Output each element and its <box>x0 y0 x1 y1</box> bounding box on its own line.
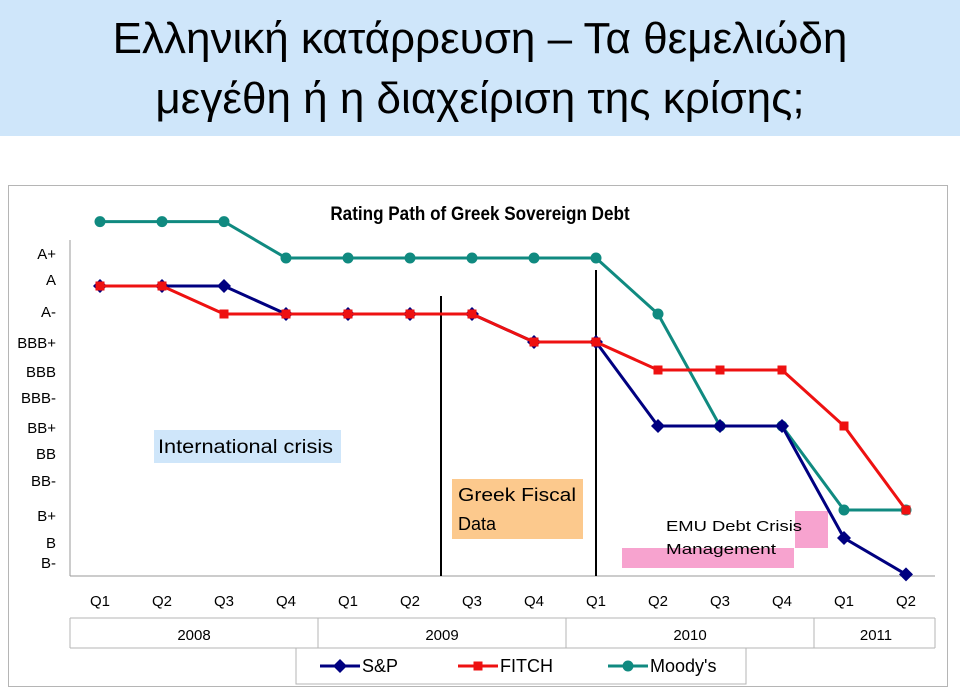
annotation-international-crisis: International crisis <box>154 430 341 463</box>
moodys-point <box>342 252 354 264</box>
x-tick-label: Q1 <box>90 593 110 610</box>
legend-sp-point <box>333 659 347 673</box>
x-tick-label: Q1 <box>586 593 606 610</box>
international-crisis-label: International crisis <box>158 437 333 458</box>
moodys-point <box>838 504 850 516</box>
y-tick-label: A <box>46 272 56 289</box>
legend-label: FITCH <box>500 656 553 676</box>
sp-point <box>713 419 727 433</box>
x-tick-label: Q2 <box>896 593 916 610</box>
sp-point <box>899 567 913 582</box>
fitch-point <box>591 337 601 347</box>
legend-moodys-point <box>622 660 634 672</box>
legend-label: Moody's <box>650 656 716 676</box>
emu-label-line-1: EMU Debt Crisis <box>666 518 802 535</box>
moodys-point <box>528 252 540 264</box>
x-tick-label: Q4 <box>772 593 792 610</box>
legend-box <box>295 647 747 685</box>
year-label: 2011 <box>860 627 892 644</box>
year-label: 2010 <box>673 627 706 644</box>
fitch-point <box>529 337 539 347</box>
legend-item-fitch: FITCH <box>458 656 553 676</box>
fitch-point <box>901 505 911 515</box>
fitch-point <box>653 365 663 375</box>
year-label: 2008 <box>177 627 210 644</box>
annotation-greek-fiscal-data: Greek Fiscal Data <box>452 479 583 539</box>
emu-box-upper <box>795 511 828 548</box>
moodys-point <box>466 252 478 264</box>
legend-fitch-point <box>473 661 483 671</box>
moodys-point <box>94 216 106 228</box>
fitch-point <box>777 365 787 375</box>
x-tick-label: Q4 <box>276 593 296 610</box>
fitch-point <box>715 365 725 375</box>
y-tick-label: BBB- <box>21 390 56 407</box>
series-layer <box>93 216 913 582</box>
moodys-point <box>652 308 664 320</box>
chart-title: Rating Path of Greek Sovereign Debt <box>330 204 630 225</box>
title-band <box>0 0 960 136</box>
slide-title-line-2: μεγέθη ή η διαχείριση της κρίσης; <box>155 74 805 123</box>
legend: S&P FITCH Moody's <box>295 647 747 685</box>
y-tick-label: B- <box>41 555 56 572</box>
fitch-point <box>343 309 353 319</box>
y-tick-label: B <box>46 535 56 552</box>
greek-fiscal-label-line-1: Greek Fiscal <box>458 485 576 505</box>
y-tick-label: BB- <box>31 473 56 490</box>
legend-item-moodys: Moody's <box>608 656 716 676</box>
x-tick-label: Q2 <box>400 593 420 610</box>
legend-item-sp: S&P <box>320 656 398 676</box>
fitch-point <box>281 309 291 319</box>
fitch-point <box>219 309 229 319</box>
moodys-point <box>590 252 602 264</box>
fitch-point <box>405 309 415 319</box>
international-crisis-box <box>154 430 341 463</box>
moodys-point <box>218 216 230 228</box>
greek-fiscal-box <box>452 479 583 539</box>
fitch-point <box>467 309 477 319</box>
fitch-line <box>100 284 908 511</box>
legend-label: S&P <box>362 656 398 676</box>
sp-point <box>217 279 231 293</box>
sp-point <box>837 531 851 545</box>
slide-title-line-1: Ελληνική κατάρρευση – Τα θεμελιώδη <box>112 14 848 63</box>
x-tick-labels: Q1 Q2 Q3 Q4 Q1 Q2 Q3 Q4 Q1 Q2 Q3 Q4 Q1 Q2 <box>90 593 916 610</box>
x-tick-label: Q2 <box>152 593 172 610</box>
y-tick-label: BBB <box>26 364 56 381</box>
y-tick-label: BBB+ <box>17 335 56 352</box>
y-tick-label: B+ <box>37 508 56 525</box>
fitch-series <box>95 281 911 515</box>
emu-label-line-2: Management <box>666 541 777 558</box>
greek-fiscal-label-line-2: Data <box>458 514 497 534</box>
fitch-point <box>95 281 105 291</box>
x-tick-label: Q1 <box>338 593 358 610</box>
x-tick-label: Q1 <box>834 593 854 610</box>
emu-box-lower <box>622 548 794 568</box>
y-tick-label: BB+ <box>27 420 56 437</box>
fitch-point <box>839 421 849 431</box>
x-tick-label: Q4 <box>524 593 544 610</box>
x-tick-label: Q2 <box>648 593 668 610</box>
x-tick-label: Q3 <box>710 593 730 610</box>
y-tick-label: BB <box>36 446 56 463</box>
moodys-point <box>404 252 416 264</box>
moodys-point <box>156 216 168 228</box>
x-tick-label: Q3 <box>214 593 234 610</box>
moodys-series <box>94 216 912 516</box>
year-band: 2008 2009 2010 2011 <box>69 617 936 649</box>
sp-point <box>775 419 789 433</box>
sp-point <box>651 419 665 433</box>
fitch-point <box>157 281 167 291</box>
y-tick-label: A- <box>41 304 56 321</box>
moodys-point <box>280 252 292 264</box>
y-tick-label: A+ <box>37 246 56 263</box>
annotation-emu-debt-crisis: EMU Debt Crisis Management <box>622 511 828 568</box>
x-tick-label: Q3 <box>462 593 482 610</box>
year-label: 2009 <box>425 627 458 644</box>
